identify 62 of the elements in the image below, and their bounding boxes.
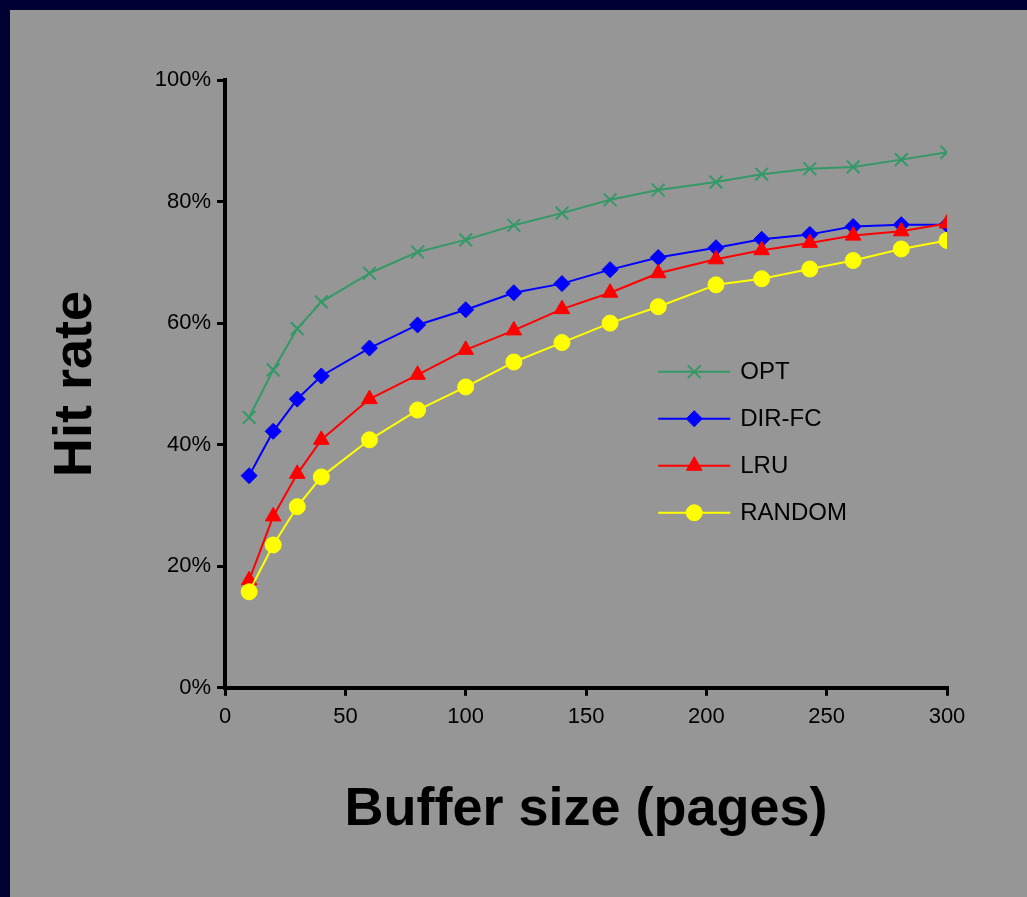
y-tick-label: 20% [167,552,212,578]
point [601,261,619,279]
point [288,498,306,516]
point [649,248,667,266]
y-tick-label: 80% [167,187,212,213]
point [505,284,523,302]
point [409,401,427,419]
point [312,367,330,385]
point [650,182,666,198]
legend-label: DIR-FC [740,404,822,432]
point [602,192,618,208]
point [312,468,330,486]
point [264,536,282,554]
point [708,174,724,190]
point [409,316,427,334]
point [457,378,475,396]
legend-label: OPT [740,357,790,385]
y-axis-title: Hit rate [42,290,103,477]
point [554,205,570,221]
point [892,240,910,258]
point [289,321,305,336]
point [601,314,619,332]
point [240,583,258,601]
point [505,353,523,371]
legend-label: RANDOM [740,498,847,526]
point [802,161,818,177]
point [264,422,282,440]
point [360,339,378,357]
point [707,276,725,294]
point [893,152,909,167]
point [240,467,258,485]
x-tick-label: 100 [447,703,485,729]
point [360,431,378,449]
point [362,265,377,281]
y-tick-label: 100% [154,66,212,92]
point [754,166,770,182]
x-tick-label: 0 [218,703,232,729]
x-tick-label: 250 [808,703,846,729]
point [506,217,522,233]
point [458,232,474,248]
point [553,334,571,352]
x-tick-label: 50 [333,703,358,729]
y-tick-label: 60% [167,309,212,335]
x-tick-label: 150 [567,703,605,729]
x-tick-label: 300 [928,703,966,729]
point [241,409,257,425]
point [553,275,571,293]
point [845,159,861,175]
legend-label: LRU [740,451,789,479]
y-tick-label: 40% [167,430,212,456]
point [313,294,329,310]
point [649,298,667,316]
y-tick-label: 0% [179,673,212,699]
point [457,301,475,319]
x-axis-title: Buffer size (pages) [344,776,828,837]
point [288,390,306,408]
point [410,244,425,260]
point [753,270,771,288]
point [844,252,862,270]
point [801,260,819,278]
x-tick-label: 200 [688,703,725,729]
point [265,362,281,378]
